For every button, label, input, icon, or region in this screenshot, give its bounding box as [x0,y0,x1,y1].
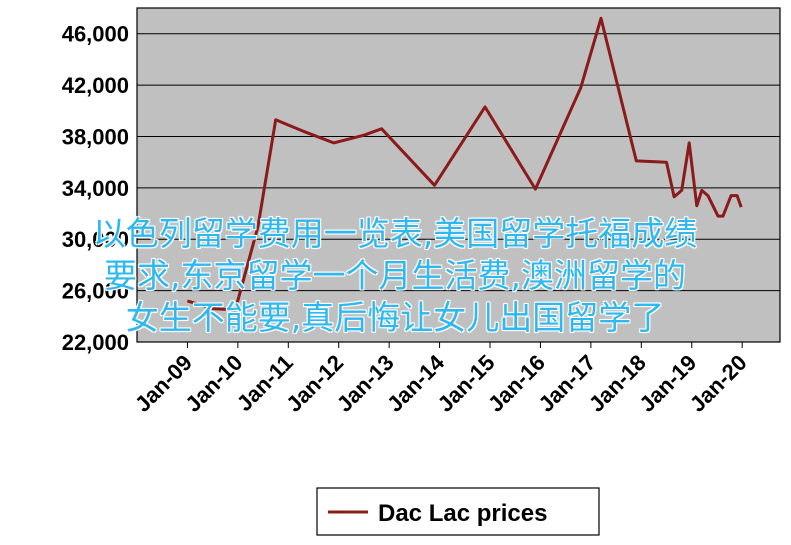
y-tick-label: 26,000 [62,279,129,304]
y-tick-label: 30,000 [62,227,129,252]
y-tick-label: 42,000 [62,73,129,98]
plot-area [136,7,781,343]
series-group [186,16,743,312]
legend-label: Dac Lac prices [378,500,547,527]
y-tick-label: 34,000 [62,176,129,201]
legend: Dac Lac prices [316,487,600,536]
y-tick-label: 46,000 [62,22,129,47]
y-tick-label: 22,000 [62,330,129,355]
series-line-dac-lac-prices [186,16,743,312]
y-axis-tick-labels: 22,000 26,000 30,000 34,000 38,000 42,000 46,0… [62,22,129,355]
y-tick-label: 38,000 [62,124,129,149]
